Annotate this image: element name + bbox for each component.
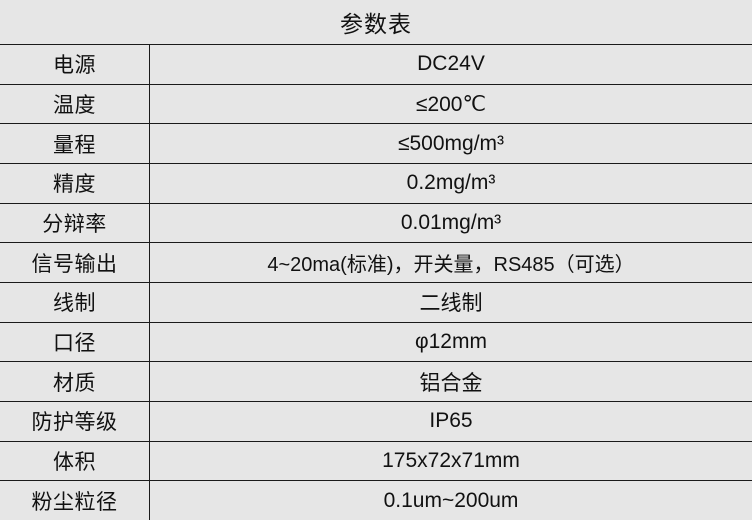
table-row: 体积 175x72x71mm xyxy=(0,441,752,482)
row-label: 线制 xyxy=(0,283,150,322)
row-value: 铝合金 xyxy=(419,371,483,395)
table-row: 量程 ≤500mg/m³ xyxy=(0,124,752,165)
row-value: 175x72x71mm xyxy=(382,449,520,473)
row-value: ≤500mg/m³ xyxy=(397,131,505,155)
row-value: 4~20ma(标准)，开关量，RS485（可选） xyxy=(267,254,635,277)
row-value: 0.1um~200um xyxy=(383,488,519,512)
table-row: 温度 ≤200℃ xyxy=(0,84,752,125)
table-row: 防护等级 IP65 xyxy=(0,402,752,442)
row-label: 防护等级 xyxy=(0,402,150,441)
table-row: 粉尘粒径 0.1um~200um xyxy=(0,481,752,520)
row-value: 0.01mg/m³ xyxy=(400,211,502,235)
row-value: IP65 xyxy=(429,409,473,433)
table-title-row: 参数表 xyxy=(0,0,752,44)
row-label: 信号输出 xyxy=(0,243,150,283)
row-label: 材质 xyxy=(0,362,150,402)
row-label: 粉尘粒径 xyxy=(0,481,150,520)
row-value: 二线制 xyxy=(419,292,483,316)
row-label: 分辩率 xyxy=(0,203,150,243)
parameter-table: 电源 DC24V 温度 ≤200℃ 量程 ≤500mg/m³ 精度 0.2mg/… xyxy=(0,44,752,520)
row-value: 0.2mg/m³ xyxy=(406,171,496,195)
row-label: 精度 xyxy=(0,164,150,203)
page-title: 参数表 xyxy=(340,11,412,37)
table-row: 口径 φ12mm xyxy=(0,322,752,363)
row-label: 量程 xyxy=(0,124,150,164)
row-label: 口径 xyxy=(0,322,150,362)
table-row: 精度 0.2mg/m³ xyxy=(0,164,752,204)
row-label: 体积 xyxy=(0,441,150,481)
row-value: DC24V xyxy=(417,52,485,76)
row-value: φ12mm xyxy=(415,330,487,354)
table-row: 线制 二线制 xyxy=(0,283,752,323)
table-row: 信号输出 4~20ma(标准)，开关量，RS485（可选） xyxy=(0,243,752,284)
table-row: 材质 铝合金 xyxy=(0,362,752,403)
row-value: ≤200℃ xyxy=(415,92,487,116)
row-label: 电源 xyxy=(0,45,150,84)
row-label: 温度 xyxy=(0,84,150,124)
table-row: 电源 DC24V xyxy=(0,45,752,85)
table-row: 分辩率 0.01mg/m³ xyxy=(0,203,752,244)
